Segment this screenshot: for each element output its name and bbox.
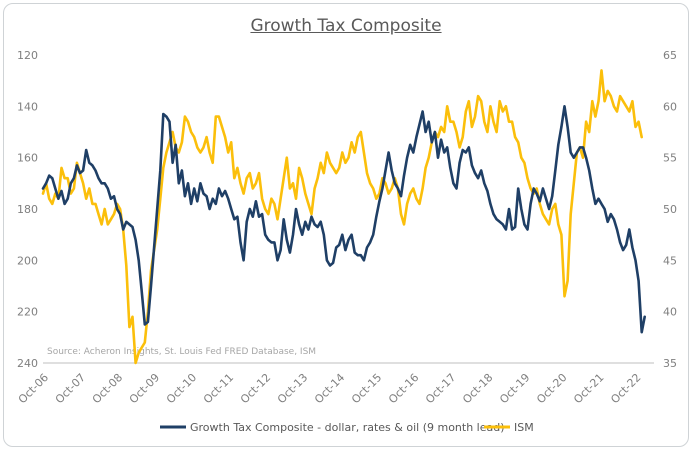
x-tick-label: Oct-07 bbox=[53, 371, 88, 406]
left-tick-label: 220 bbox=[17, 306, 38, 319]
right-tick-label: 35 bbox=[663, 357, 677, 370]
right-tick-label: 40 bbox=[663, 306, 677, 319]
x-tick-label: Oct-14 bbox=[312, 371, 347, 406]
x-tick-label: Oct-13 bbox=[275, 371, 310, 406]
left-tick-label: 240 bbox=[17, 357, 38, 370]
left-tick-label: 120 bbox=[17, 49, 38, 62]
right-tick-label: 50 bbox=[663, 203, 677, 216]
x-tick-label: Oct-12 bbox=[238, 371, 273, 406]
right-tick-label: 65 bbox=[663, 49, 677, 62]
x-tick-label: Oct-21 bbox=[571, 371, 606, 406]
left-tick-label: 160 bbox=[17, 152, 38, 165]
source-note: Source: Acheron Insights, St. Louis Fed … bbox=[47, 347, 316, 357]
right-tick-label: 45 bbox=[663, 254, 677, 267]
x-tick-label: Oct-08 bbox=[90, 371, 125, 406]
series-line-growth-tax bbox=[41, 105, 646, 334]
x-tick-label: Oct-22 bbox=[608, 371, 643, 406]
x-tick-label: Oct-09 bbox=[127, 371, 162, 406]
right-tick-label: 60 bbox=[663, 100, 677, 113]
chart-frame bbox=[3, 3, 689, 447]
series-line-ism bbox=[41, 69, 643, 365]
right-axis-ticks: 65 60 55 50 45 40 35 bbox=[663, 49, 677, 370]
chart-title: Growth Tax Composite bbox=[250, 16, 442, 36]
left-tick-label: 140 bbox=[17, 100, 38, 113]
x-tick-label: Oct-10 bbox=[164, 371, 199, 406]
x-tick-label: Oct-18 bbox=[460, 371, 495, 406]
x-axis-ticks: Oct-06 Oct-07 Oct-08 Oct-09 Oct-10 Oct-11 Oct-… bbox=[16, 371, 644, 406]
x-tick-label: Oct-19 bbox=[497, 371, 532, 406]
legend-label-growth-tax: Growth Tax Composite - dollar, rates & o… bbox=[190, 421, 505, 434]
x-tick-label: Oct-16 bbox=[386, 371, 421, 406]
x-tick-label: Oct-17 bbox=[423, 371, 458, 406]
x-tick-label: Oct-11 bbox=[201, 371, 236, 406]
x-tick-label: Oct-06 bbox=[16, 371, 51, 406]
left-tick-label: 200 bbox=[17, 254, 38, 267]
series-layer bbox=[41, 69, 646, 365]
legend-label-ism: ISM bbox=[514, 421, 534, 434]
x-tick-label: Oct-15 bbox=[349, 371, 384, 406]
x-tick-label: Oct-20 bbox=[534, 371, 569, 406]
legend: Growth Tax Composite - dollar, rates & o… bbox=[160, 421, 534, 434]
right-tick-label: 55 bbox=[663, 152, 677, 165]
left-tick-label: 180 bbox=[17, 203, 38, 216]
left-axis-ticks: 120 140 160 180 200 220 240 bbox=[17, 49, 38, 370]
